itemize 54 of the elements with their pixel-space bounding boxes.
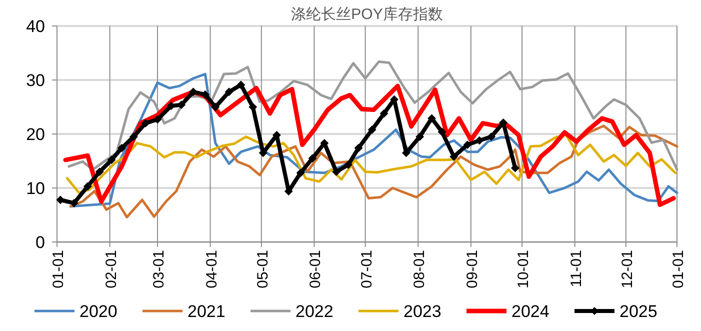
point: [211, 103, 220, 111]
point: [236, 80, 245, 89]
x-tick-label: 09-01: [464, 250, 481, 288]
point: [487, 132, 496, 141]
point: [308, 154, 316, 162]
point: [368, 126, 376, 134]
point: [354, 144, 362, 152]
point: [130, 132, 138, 141]
x-tick-label: 01-01: [670, 250, 687, 288]
legend-label: 2023: [404, 302, 442, 321]
x-tick-label: 06-01: [307, 250, 324, 288]
x-tick-label: 11-01: [568, 250, 585, 288]
y-tick-label: 30: [26, 71, 45, 90]
x-tick-label: 08-01: [411, 250, 428, 288]
point: [142, 119, 150, 128]
point: [438, 128, 446, 136]
point: [225, 88, 234, 96]
legend-label: 2024: [512, 302, 550, 321]
chart-title: 涤纶长丝POY库存指数: [291, 6, 443, 23]
point: [380, 109, 388, 118]
point: [416, 132, 424, 141]
point: [450, 152, 458, 161]
point: [108, 156, 116, 164]
point: [96, 168, 104, 176]
x-tick-label: 07-01: [358, 250, 376, 288]
legend-label: 2021: [188, 302, 226, 321]
x-tick-label: 02-01: [102, 250, 120, 288]
point: [463, 140, 472, 149]
point: [70, 199, 78, 208]
point: [84, 182, 92, 190]
legend-label: 2025: [620, 302, 658, 321]
x-tick-label: 12-01: [618, 250, 636, 288]
y-tick-label: 0: [36, 233, 45, 252]
point: [201, 90, 210, 99]
y-tick-label: 40: [26, 17, 45, 36]
x-tick-label: 05-01: [254, 250, 272, 288]
y-tick-label: 10: [26, 179, 45, 198]
x-tick-label: 01-01: [50, 250, 67, 288]
point: [332, 168, 340, 176]
point: [118, 144, 126, 152]
y-tick-label: 20: [26, 125, 45, 144]
point: [248, 103, 257, 111]
point: [153, 115, 162, 124]
point: [475, 136, 484, 144]
legend-label: 2020: [80, 302, 118, 321]
point: [344, 160, 352, 169]
point: [56, 196, 64, 204]
point: [511, 164, 520, 172]
x-tick-label: 04-01: [203, 250, 220, 288]
x-tick-label: 03-01: [150, 250, 168, 288]
point: [296, 168, 305, 177]
point: [428, 114, 436, 122]
x-tick-label: 10-01: [515, 250, 532, 288]
legend-label: 2022: [296, 302, 334, 321]
